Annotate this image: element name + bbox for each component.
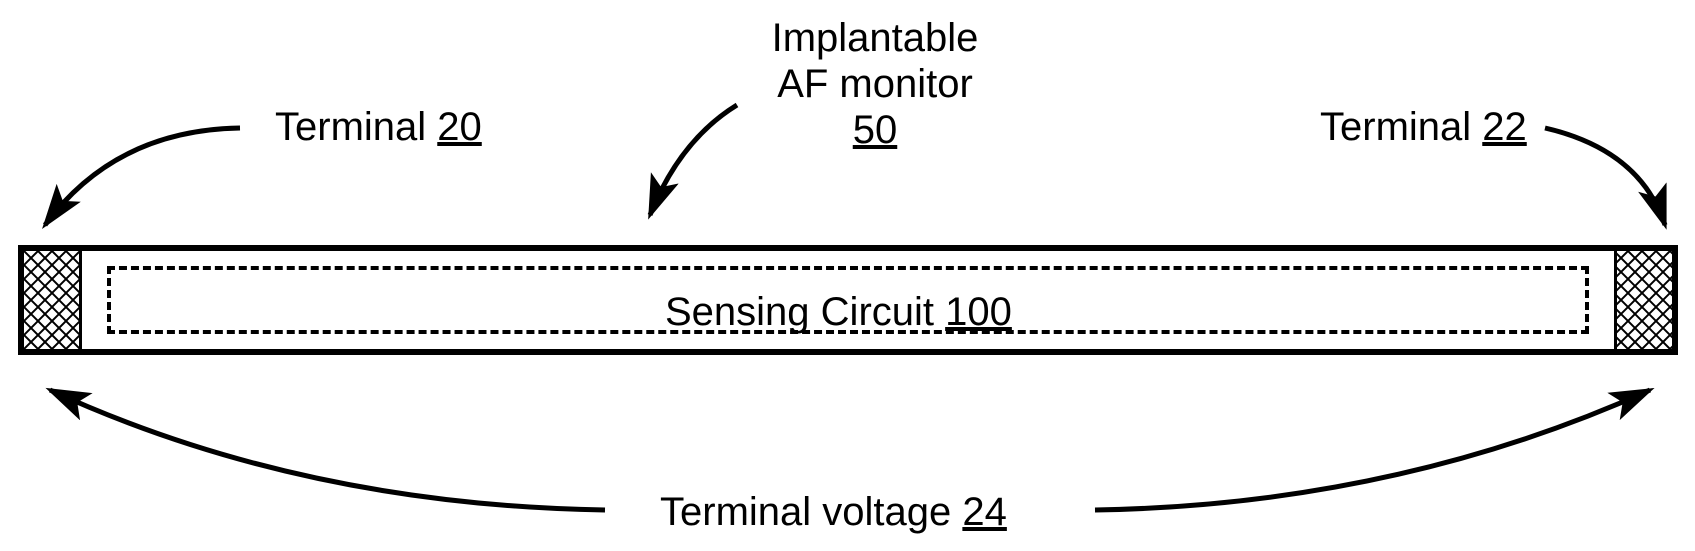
arrow-terminal-left [45,128,240,225]
arrow-terminal-right [1545,128,1665,225]
arrow-voltage-right [1095,390,1650,510]
arrow-title [650,105,737,215]
arrow-voltage-left [50,390,605,510]
arrow-layer [0,0,1695,551]
